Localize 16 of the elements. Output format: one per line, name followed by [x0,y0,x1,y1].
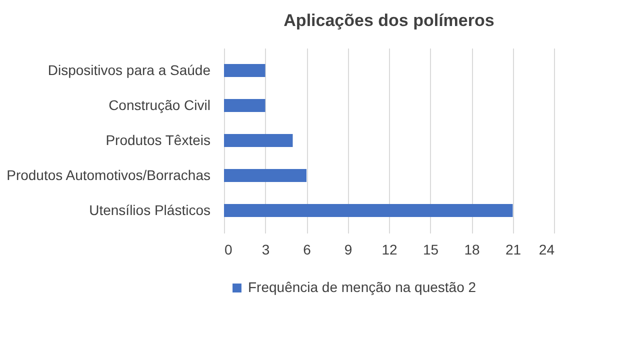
y-tick-label: Utensílios Plásticos [89,202,210,218]
x-tick-label: 0 [224,242,232,258]
x-tick-label: 18 [464,242,480,258]
x-tick-label: 15 [422,242,439,258]
y-tick-label: Construção Civil [108,97,210,113]
x-tick-label: 24 [538,242,555,258]
y-tick-label: Produtos Automotivos/Borrachas [6,167,210,183]
chart-title: Aplicações dos polímeros [284,11,494,30]
x-tick-label: 9 [344,242,352,258]
x-tick-label: 12 [382,242,398,258]
x-tick-label: 21 [505,242,522,258]
x-tick-label: 6 [303,242,312,258]
x-tick-label: 3 [262,242,270,258]
legend-label: Frequência de menção na questão 2 [248,279,476,295]
y-tick-label: Dispositivos para a Saúde [48,62,211,78]
y-tick-label: Produtos Têxteis [106,132,210,148]
